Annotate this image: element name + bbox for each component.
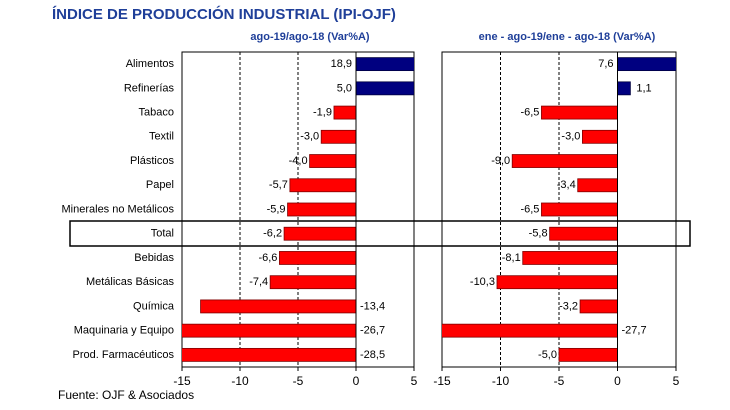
category-label: Textil — [149, 131, 174, 143]
bar — [320, 129, 357, 144]
bar — [617, 57, 676, 72]
bar — [541, 105, 618, 120]
value-label: -5,8 — [529, 228, 548, 240]
x-tick-label: -15 — [173, 374, 191, 388]
bar — [279, 251, 357, 265]
x-tick-label: 5 — [411, 374, 418, 388]
value-label: -3,2 — [559, 300, 578, 312]
category-label: Prod. Farmacéuticos — [73, 349, 175, 361]
value-label: -5,9 — [267, 203, 286, 215]
value-label: -13,4 — [360, 300, 385, 312]
bar — [355, 81, 414, 96]
bar — [200, 299, 357, 314]
x-tick-label: -5 — [293, 374, 304, 388]
value-label: -10,3 — [470, 276, 495, 288]
value-label: -6,2 — [263, 228, 282, 240]
value-label: -7,4 — [249, 276, 268, 288]
bar — [283, 226, 357, 241]
x-tick-label: -10 — [231, 374, 249, 388]
category-label: Minerales no Metálicos — [62, 203, 175, 215]
value-label: -4,0 — [289, 155, 308, 167]
value-label: -6,6 — [258, 252, 277, 264]
plot-layer: Alimentos Refinerías Tabaco Textil Plásticos… — [62, 51, 680, 388]
value-label: -3,0 — [300, 131, 319, 143]
bar — [309, 154, 357, 168]
value-label: 18,9 — [331, 58, 352, 70]
x-tick-label: 5 — [673, 374, 680, 388]
chart-title: ÍNDICE DE PRODUCCIÓN INDUSTRIAL (IPI-OJF… — [52, 5, 396, 23]
bar — [617, 81, 631, 96]
value-label: 7,6 — [598, 58, 613, 70]
bar — [541, 202, 618, 217]
bar — [269, 275, 357, 290]
x-tick-label: -5 — [554, 374, 565, 388]
value-label: -3,4 — [557, 179, 576, 191]
bars — [182, 57, 414, 362]
value-label: -5,7 — [269, 179, 288, 191]
bar — [582, 129, 618, 144]
panel-subtitle: ago-19/ago-18 (Var%A) — [250, 31, 370, 43]
value-label: -8,1 — [502, 252, 521, 264]
value-label: -26,7 — [360, 325, 385, 337]
value-label: -6,5 — [520, 106, 539, 118]
category-label: Alimentos — [126, 58, 175, 70]
bars — [442, 57, 676, 362]
bar — [289, 178, 357, 193]
x-tick-label: 0 — [614, 374, 621, 388]
value-label: 5,0 — [337, 82, 352, 94]
category-label: Refinerías — [124, 82, 175, 94]
category-label: Química — [133, 300, 175, 312]
x-tick-label: 0 — [353, 374, 360, 388]
value-label: -28,5 — [360, 349, 385, 361]
category-label: Maquinaria y Equipo — [74, 325, 174, 337]
bar — [287, 202, 357, 217]
value-label: -3,0 — [561, 131, 580, 143]
value-label: -6,5 — [520, 203, 539, 215]
bar — [511, 154, 618, 168]
bar — [558, 347, 618, 362]
bar — [549, 226, 618, 241]
bar — [577, 178, 618, 193]
value-label: -27,7 — [622, 325, 647, 337]
panel-subtitle: ene - ago-19/ene - ago-18 (Var%A) — [479, 31, 656, 43]
category-label: Plásticos — [130, 155, 175, 167]
bar — [355, 57, 414, 72]
bar — [579, 299, 618, 314]
bar — [522, 251, 618, 265]
highlight-box — [69, 220, 691, 247]
value-label: -9,0 — [491, 155, 510, 167]
value-label: 1,1 — [636, 82, 651, 94]
category-label: Bebidas — [134, 252, 174, 264]
x-tick-label: -10 — [492, 374, 510, 388]
category-label: Total — [151, 228, 174, 240]
bar — [496, 275, 618, 290]
value-label: -1,9 — [313, 106, 332, 118]
bar — [333, 105, 357, 120]
category-label: Metálicas Básicas — [86, 276, 175, 288]
category-label: Tabaco — [139, 106, 174, 118]
source-note: Fuente: OJF & Asociados — [58, 388, 194, 402]
x-tick-label: -15 — [433, 374, 451, 388]
value-label: -5,0 — [538, 349, 557, 361]
category-label: Papel — [146, 179, 174, 191]
